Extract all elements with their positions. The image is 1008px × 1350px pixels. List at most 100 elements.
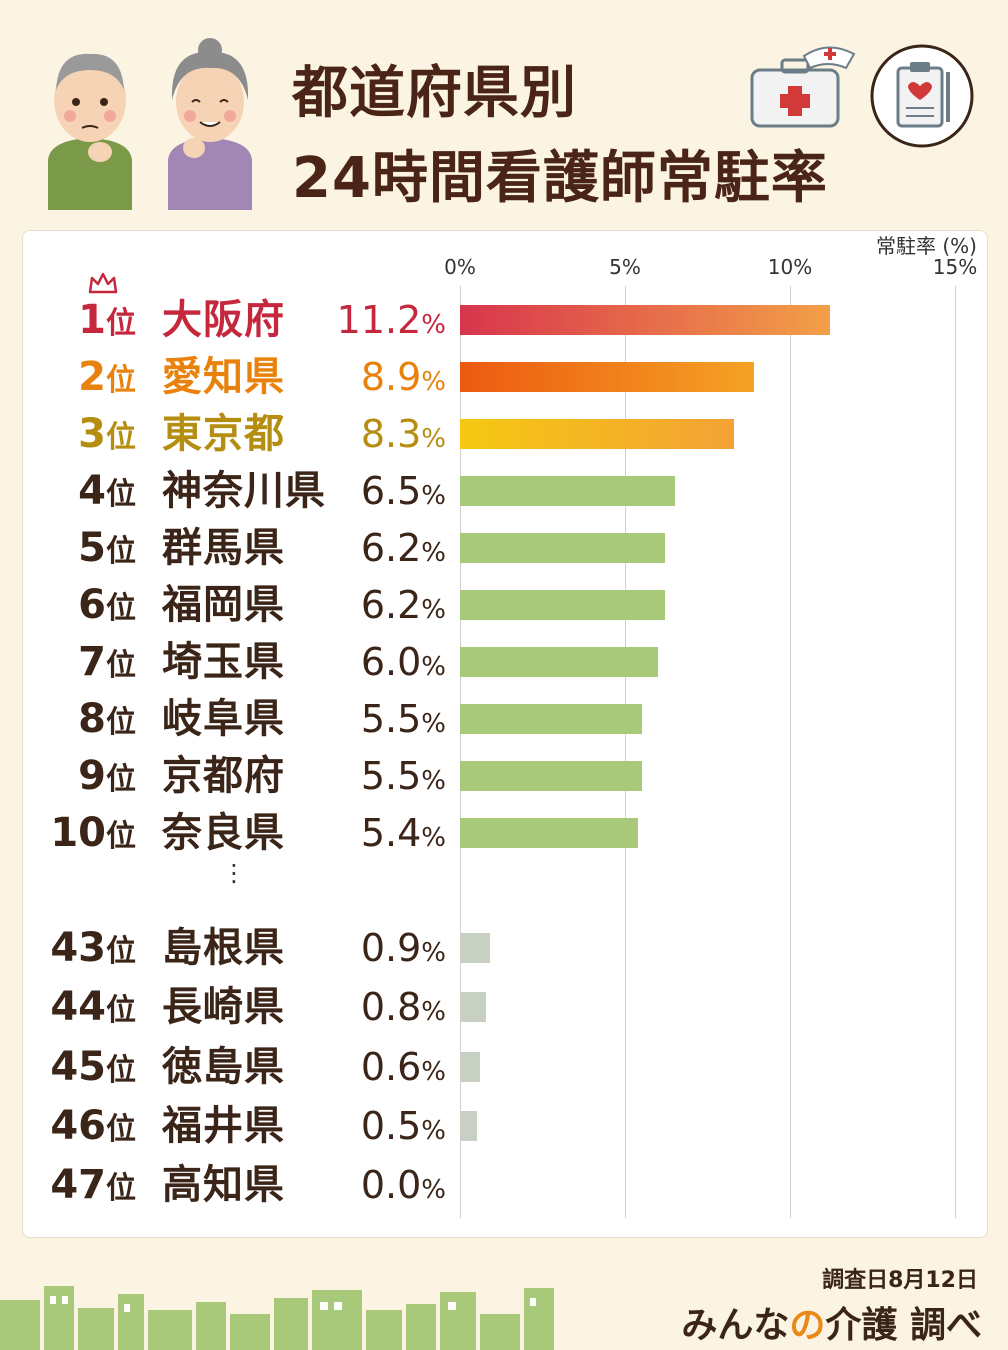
x-tick-label: 10% [767, 255, 813, 279]
crown-icon [88, 272, 118, 294]
rank-number: 6 [78, 582, 106, 628]
rank-suffix: 位 [106, 934, 136, 969]
value-label: 6.2% [310, 577, 446, 641]
cityscape-icon [0, 1286, 554, 1350]
chart-row: 8位 岐阜県 5.5% [0, 691, 1008, 747]
value-label: 0.0% [310, 1157, 446, 1221]
brand-no: の [789, 1305, 826, 1346]
value-number: 6.5 [360, 469, 422, 513]
prefecture-label: 大阪府 [162, 297, 285, 343]
value-percent-sign: % [421, 1175, 446, 1205]
bar [460, 419, 734, 449]
rank-suffix: 位 [106, 591, 136, 626]
rank-label: 47位 [40, 1157, 136, 1217]
brand-main: 介護 [825, 1305, 898, 1346]
rank-label: 3位 [40, 406, 136, 466]
value-number: 5.5 [360, 697, 422, 741]
x-tick-label: 5% [609, 255, 641, 279]
rank-label: 5位 [40, 520, 136, 580]
rank-label: 7位 [40, 634, 136, 694]
prefecture-label: 岐阜県 [162, 696, 285, 742]
survey-date: 調査日8月12日 [822, 1268, 978, 1293]
prefecture-label: 埼玉県 [162, 639, 285, 685]
bar [460, 818, 639, 848]
prefecture-label: 福岡県 [162, 582, 285, 628]
value-percent-sign: % [421, 823, 446, 853]
value-label: 0.6% [310, 1039, 446, 1103]
value-label: 11.2% [310, 292, 446, 356]
gridline [625, 286, 626, 1218]
value-percent-sign: % [421, 766, 446, 796]
value-percent-sign: % [421, 424, 446, 454]
value-number: 6.0 [360, 640, 422, 684]
chart-panel [22, 230, 988, 1238]
rank-suffix: 位 [106, 1053, 136, 1088]
x-tick-label: 15% [932, 255, 978, 279]
brand-credit: みんなの介護 調べ [681, 1296, 982, 1348]
bar [460, 647, 658, 677]
bar [460, 362, 754, 392]
rank-suffix: 位 [106, 306, 136, 341]
value-number: 11.2 [336, 298, 422, 342]
value-percent-sign: % [421, 538, 446, 568]
rank-number: 7 [78, 639, 106, 685]
first-aid-kit-icon [750, 46, 856, 128]
prefecture-label: 東京都 [162, 411, 285, 457]
gridline [955, 286, 956, 1218]
chart-row: 2位 愛知県 8.9% [0, 349, 1008, 405]
gridline [460, 286, 461, 1218]
rank-suffix: 位 [106, 762, 136, 797]
value-label: 5.5% [310, 691, 446, 755]
rank-label: 8位 [40, 691, 136, 751]
rank-number: 5 [78, 525, 106, 571]
value-label: 0.5% [310, 1098, 446, 1162]
nurse-cap-icon [802, 46, 856, 70]
rank-suffix: 位 [106, 363, 136, 398]
value-label: 8.9% [310, 349, 446, 413]
value-label: 6.2% [310, 520, 446, 584]
value-percent-sign: % [421, 481, 446, 511]
value-number: 0.0 [360, 1163, 422, 1207]
chart-row: 10位 奈良県 5.4% [0, 805, 1008, 861]
prefecture-label: 徳島県 [162, 1044, 285, 1090]
rank-suffix: 位 [106, 819, 136, 854]
value-percent-sign: % [421, 997, 446, 1027]
chart-row: 44位 長崎県 0.8% [0, 979, 1008, 1035]
bar [460, 533, 665, 563]
rank-suffix: 位 [106, 477, 136, 512]
rank-number: 44 [50, 984, 106, 1030]
chart-row: 46位 福井県 0.5% [0, 1098, 1008, 1154]
rank-suffix: 位 [106, 993, 136, 1028]
value-number: 8.9 [360, 355, 422, 399]
elderly-woman-icon [168, 38, 252, 210]
rank-number: 1 [78, 297, 106, 343]
prefecture-label: 奈良県 [162, 810, 285, 856]
bar [460, 1111, 477, 1141]
value-label: 0.8% [310, 979, 446, 1043]
value-percent-sign: % [421, 709, 446, 739]
chart-row: 5位 群馬県 6.2% [0, 520, 1008, 576]
value-number: 6.2 [360, 583, 422, 627]
prefecture-label: 長崎県 [162, 984, 285, 1030]
prefecture-label: 福井県 [162, 1103, 285, 1149]
value-number: 0.9 [360, 926, 422, 970]
rank-number: 4 [78, 468, 106, 514]
rank-number: 47 [50, 1162, 106, 1208]
rank-suffix: 位 [106, 705, 136, 740]
rank-label: 6位 [40, 577, 136, 637]
rank-suffix: 位 [106, 1112, 136, 1147]
bar [460, 761, 642, 791]
rank-label: 10位 [40, 805, 136, 865]
prefecture-label: 京都府 [162, 753, 285, 799]
value-label: 6.0% [310, 634, 446, 698]
value-label: 0.9% [310, 920, 446, 984]
prefecture-label: 高知県 [162, 1162, 285, 1208]
prefecture-label: 島根県 [162, 925, 285, 971]
bar [460, 704, 642, 734]
chart-row: 9位 京都府 5.5% [0, 748, 1008, 804]
bar [460, 933, 490, 963]
bar [460, 476, 675, 506]
rank-number: 10 [50, 810, 106, 856]
value-number: 6.2 [360, 526, 422, 570]
rank-label: 2位 [40, 349, 136, 409]
